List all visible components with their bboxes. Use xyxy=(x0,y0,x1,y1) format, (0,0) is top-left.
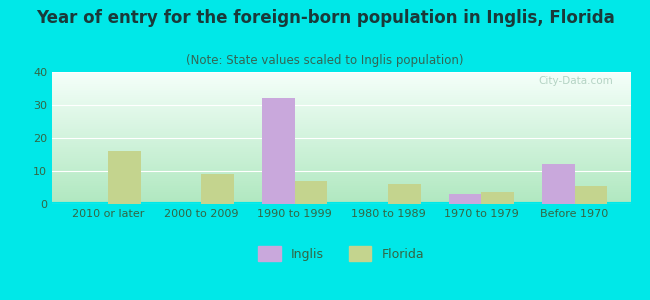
Text: City-Data.com: City-Data.com xyxy=(538,76,613,86)
Bar xyxy=(262,98,294,204)
Legend: Inglis, Florida: Inglis, Florida xyxy=(254,241,429,266)
Text: Year of entry for the foreign-born population in Inglis, Florida: Year of entry for the foreign-born popul… xyxy=(36,9,614,27)
Text: (Note: State values scaled to Inglis population): (Note: State values scaled to Inglis pop… xyxy=(187,54,463,67)
Bar xyxy=(202,174,234,204)
Bar xyxy=(108,151,140,204)
Bar xyxy=(542,164,575,204)
Bar xyxy=(294,181,327,204)
Bar xyxy=(481,193,514,204)
Bar xyxy=(448,194,481,204)
Bar xyxy=(388,184,421,204)
Bar xyxy=(575,186,607,204)
